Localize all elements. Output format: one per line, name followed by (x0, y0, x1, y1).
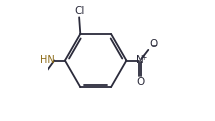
Text: O: O (149, 39, 158, 49)
Text: HN: HN (40, 55, 54, 65)
Text: +: + (140, 53, 147, 62)
Text: −: − (150, 41, 157, 50)
Text: O: O (136, 77, 144, 87)
Text: N: N (136, 56, 144, 65)
Text: Cl: Cl (74, 6, 84, 16)
